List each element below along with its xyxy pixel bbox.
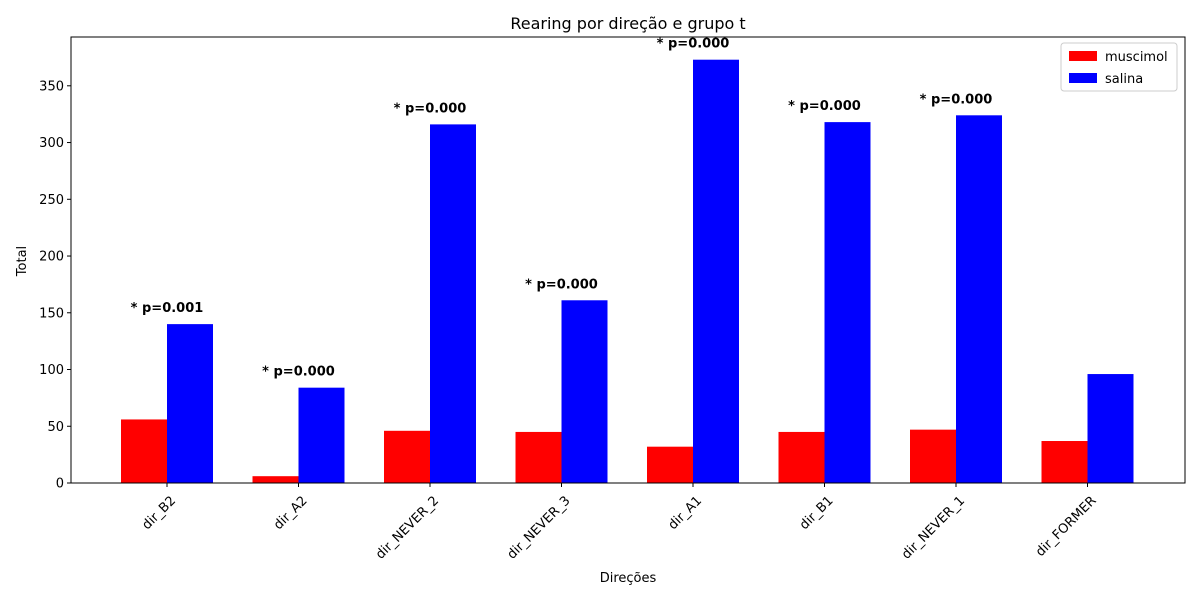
axes-frame [70, 36, 1186, 484]
x-tick-label: dir_NEVER_3 [505, 493, 574, 562]
x-tick-label: dir_NEVER_1 [899, 493, 968, 562]
x-tick-label: dir_B2 [140, 493, 180, 533]
significance-annotation: * p=0.000 [788, 99, 861, 114]
bar-muscimol-dir_FORMER [1041, 441, 1088, 483]
significance-annotation: * p=0.000 [920, 92, 993, 107]
bar-salina-dir_FORMER [1087, 374, 1134, 483]
y-tick-label: 300 [39, 136, 64, 151]
x-axis-label: Direções [600, 571, 657, 586]
y-tick-label: 150 [39, 306, 64, 321]
x-tick-label: dir_B1 [797, 493, 837, 533]
y-tick-label: 0 [56, 477, 64, 492]
plot-area: * p=0.001 dir_B2 * p=0.000 dir_A2 * p=0.000 d… [39, 36, 1186, 562]
bar-muscimol-dir_B1 [778, 431, 825, 483]
bar-salina-dir_B1 [824, 122, 871, 483]
bar-salina-dir_NEVER_1 [956, 115, 1002, 483]
significance-annotation: * p=0.000 [394, 101, 467, 116]
bar-salina-dir_B2 [167, 324, 213, 483]
chart-title: Rearing por direção e grupo t [510, 14, 745, 33]
bar-muscimol-dir_NEVER_3 [515, 431, 562, 483]
legend-swatch-muscimol [1069, 51, 1097, 61]
legend-swatch-salina [1069, 73, 1097, 83]
bar-muscimol-dir_B2 [121, 419, 167, 483]
x-tick-label: dir_A1 [666, 493, 706, 533]
y-tick-label: 250 [39, 193, 64, 208]
legend-label-salina: salina [1105, 72, 1143, 87]
bar-muscimol-dir_A1 [647, 446, 693, 483]
significance-annotation: * p=0.000 [525, 277, 598, 292]
significance-annotation: * p=0.000 [657, 37, 730, 52]
bar-salina-dir_A1 [693, 59, 739, 483]
bar-muscimol-dir_NEVER_1 [910, 429, 956, 483]
y-tick-label: 100 [39, 363, 64, 378]
legend-label-muscimol: muscimol [1105, 50, 1168, 65]
bar-muscimol-dir_A2 [252, 476, 299, 483]
legend: muscimol salina [1060, 42, 1178, 92]
x-tick-label: dir_A2 [271, 493, 311, 533]
bar-muscimol-dir_NEVER_2 [384, 430, 430, 483]
x-tick-label: dir_NEVER_2 [373, 493, 442, 562]
bar-salina-dir_NEVER_3 [561, 300, 608, 483]
significance-annotation: * p=0.001 [131, 301, 204, 316]
x-tick-label: dir_FORMER [1033, 493, 1099, 559]
y-tick-label: 350 [39, 79, 64, 94]
significance-annotation: * p=0.000 [262, 365, 335, 380]
bar-salina-dir_A2 [298, 387, 345, 483]
bar-salina-dir_NEVER_2 [430, 124, 476, 484]
y-axis-label: Total [15, 246, 30, 277]
y-tick-label: 50 [47, 420, 64, 435]
y-tick-label: 200 [39, 250, 64, 265]
